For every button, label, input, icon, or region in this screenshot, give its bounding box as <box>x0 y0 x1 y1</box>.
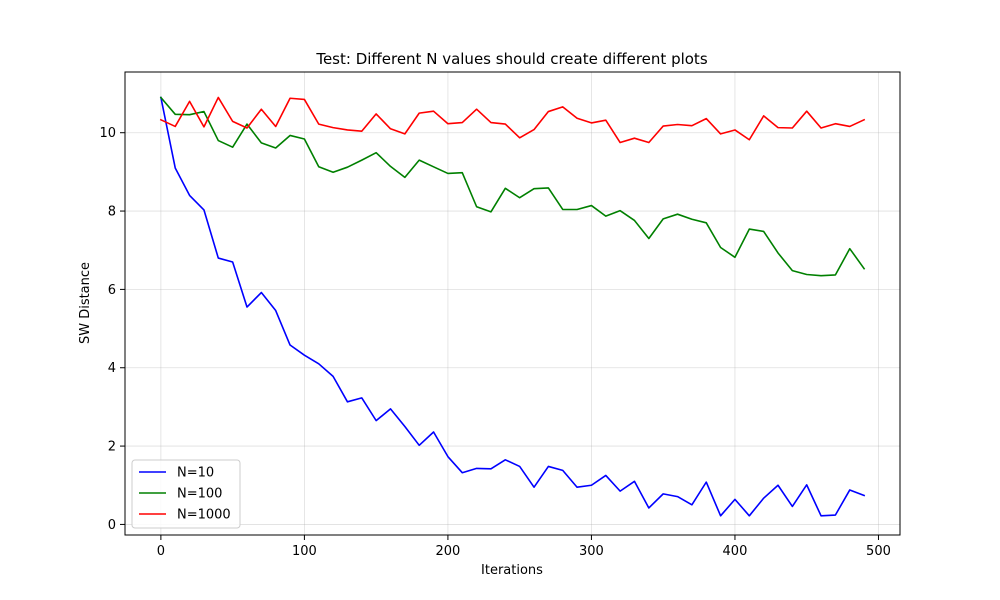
series-group <box>159 96 866 517</box>
series-line-n-10 <box>159 96 866 517</box>
y-tick-label: 8 <box>108 205 116 220</box>
x-tick-label: 100 <box>292 544 317 559</box>
y-tick-label: 2 <box>108 440 116 455</box>
legend-label: N=1000 <box>177 508 231 523</box>
legend: N=10 N=100 N=1000 <box>131 459 241 529</box>
x-tick-label: 0 <box>157 544 165 559</box>
y-tick-label: 10 <box>99 126 116 141</box>
series-line-n-100 <box>159 96 866 277</box>
x-tick-label: 400 <box>723 544 748 559</box>
axis-ticks: 0 100 200 300 400 500 0 2 4 6 8 10 <box>99 126 890 559</box>
legend-box <box>131 459 241 529</box>
x-tick-label: 300 <box>579 544 604 559</box>
plot-frame <box>124 71 901 536</box>
grid <box>125 72 900 535</box>
series-line-n-1000 <box>159 96 866 144</box>
y-tick-label: 4 <box>108 361 116 376</box>
x-tick-label: 500 <box>866 544 891 559</box>
y-axis-label: SW Distance <box>78 262 93 344</box>
x-axis-label: Iterations <box>481 563 543 578</box>
chart-title: Test: Different N values should create d… <box>315 50 707 68</box>
legend-label: N=10 <box>177 466 214 481</box>
y-tick-label: 6 <box>108 283 116 298</box>
y-tick-label: 0 <box>108 518 116 533</box>
legend-label: N=100 <box>177 487 222 502</box>
x-tick-label: 200 <box>436 544 461 559</box>
